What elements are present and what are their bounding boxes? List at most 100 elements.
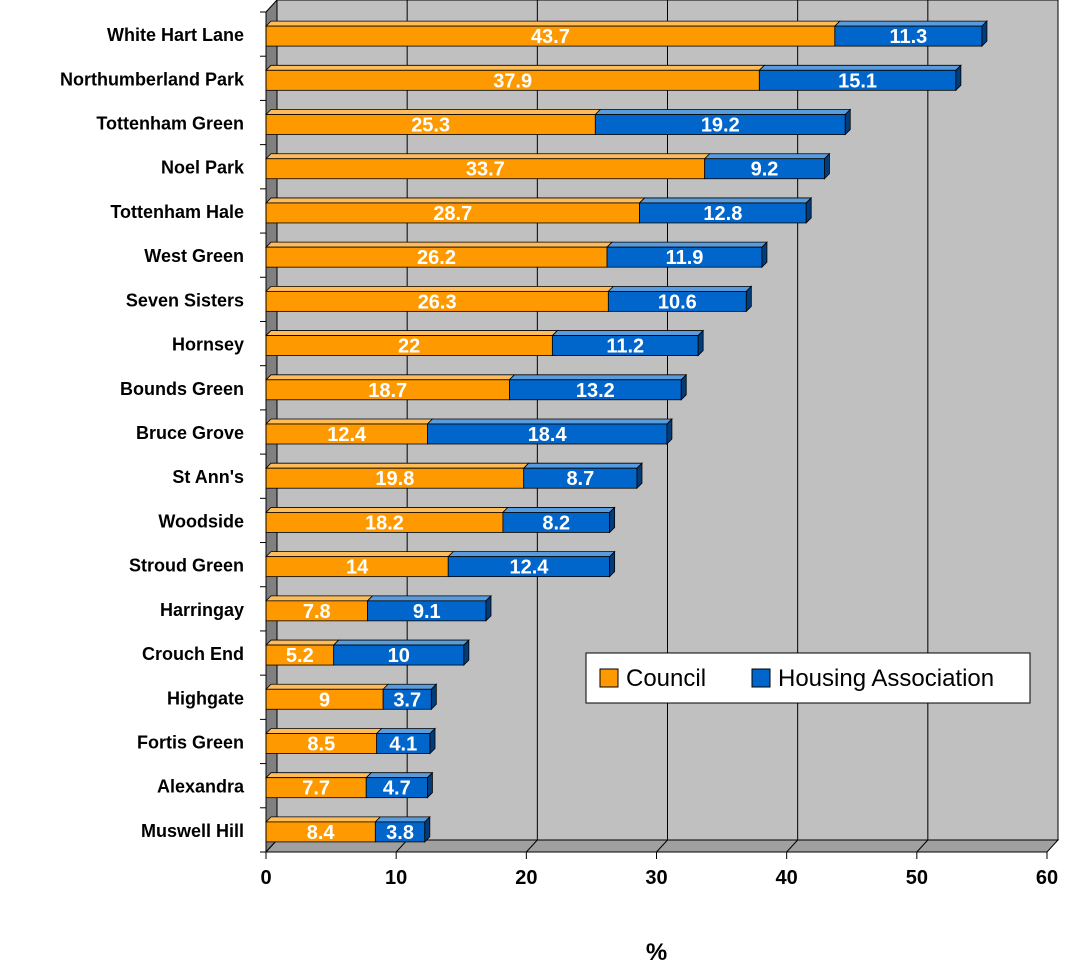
category-label: Bruce Grove xyxy=(136,423,244,443)
category-label: Highgate xyxy=(167,688,244,708)
data-label: 11.3 xyxy=(889,26,927,48)
x-tick-label: 20 xyxy=(515,867,537,889)
bar-segment-council xyxy=(265,197,646,224)
category-label: White Hart Lane xyxy=(107,25,244,45)
data-label: 15.1 xyxy=(838,70,877,92)
legend-label-housing-association: Housing Association xyxy=(778,665,994,692)
bar-segment-housing-association xyxy=(374,815,431,843)
floor-gridline xyxy=(525,839,538,853)
category-label: Stroud Green xyxy=(129,556,244,576)
data-label: 14 xyxy=(346,557,369,579)
bar-segment-housing-association xyxy=(382,683,438,711)
data-label: 3.7 xyxy=(393,689,421,711)
data-label: 9.1 xyxy=(413,601,441,623)
bar-side-face xyxy=(745,285,752,313)
data-label: 8.2 xyxy=(542,512,570,534)
data-label: 18.2 xyxy=(365,512,404,534)
x-tick-label: 30 xyxy=(645,867,667,889)
category-label: Seven Sisters xyxy=(126,290,244,310)
bar-side-face xyxy=(761,241,768,269)
bar-side-face xyxy=(955,64,962,92)
bar-segment-housing-association xyxy=(606,241,768,269)
data-label: 43.7 xyxy=(531,26,570,48)
category-label: West Green xyxy=(144,246,244,266)
bar-segment-housing-association xyxy=(638,196,813,224)
bar-segment-housing-association xyxy=(508,373,688,401)
data-label: 8.4 xyxy=(307,822,336,844)
category-label: Hornsey xyxy=(172,335,244,355)
data-label: 8.7 xyxy=(566,468,594,490)
data-label: 4.7 xyxy=(383,778,411,800)
x-tick-label: 50 xyxy=(906,867,928,889)
bar-side-face xyxy=(609,550,616,578)
data-label: 7.7 xyxy=(302,778,330,800)
legend: Council Housing Association xyxy=(585,652,1031,704)
data-label: 11.2 xyxy=(606,336,644,358)
data-label: 22 xyxy=(398,336,420,358)
data-label: 13.2 xyxy=(576,380,615,402)
bar-side-face xyxy=(844,108,851,136)
data-label: 10.6 xyxy=(658,291,697,313)
legend-label-council: Council xyxy=(626,665,706,692)
data-label: 28.7 xyxy=(433,203,472,225)
floor-gridline xyxy=(916,839,929,853)
bar-segment-housing-association xyxy=(551,329,705,357)
bar-side-face xyxy=(666,418,673,445)
bar-segment-housing-association xyxy=(607,285,753,313)
category-label: Woodside xyxy=(158,511,244,531)
bar-side-face xyxy=(463,639,470,667)
bar-segment-housing-association xyxy=(366,594,492,622)
bar-segment-housing-association xyxy=(447,550,616,578)
category-label: Fortis Green xyxy=(137,732,244,752)
category-label: Northumberland Park xyxy=(60,69,245,89)
legend-swatch-housing-association xyxy=(751,668,771,688)
data-label: 8.5 xyxy=(307,733,335,755)
legend-swatch-council xyxy=(599,668,619,688)
bar-segment-council xyxy=(265,639,340,666)
x-axis-title: % xyxy=(646,939,667,966)
category-labels: White Hart Lane Northumberland Park Totten… xyxy=(60,25,245,841)
data-label: 9 xyxy=(319,689,330,711)
bar-segment-housing-association xyxy=(426,418,673,445)
bar-side-face xyxy=(805,196,812,224)
category-label: Harringay xyxy=(160,600,244,620)
bar-segment-housing-association xyxy=(501,506,616,534)
category-label: Muswell Hill xyxy=(141,821,244,841)
x-axis-ticks: 0 10 20 30 40 50 60% xyxy=(260,11,1058,966)
data-label: 18.4 xyxy=(528,424,568,446)
x-tick-label: 10 xyxy=(385,867,407,889)
category-label: Bounds Green xyxy=(120,379,244,399)
data-label: 5.2 xyxy=(286,645,314,667)
bar-segment-housing-association xyxy=(833,20,988,48)
data-label: 19.8 xyxy=(375,468,414,490)
bar-segment-housing-association xyxy=(522,462,643,490)
bar-segment-council xyxy=(265,241,614,268)
category-label: St Ann's xyxy=(172,467,244,487)
legend-box xyxy=(585,652,1031,704)
data-label: 10 xyxy=(388,645,410,667)
bar-segment-housing-association xyxy=(594,108,852,136)
data-label: 25.3 xyxy=(411,115,450,137)
bar-side-face xyxy=(429,727,436,755)
data-label: 12.8 xyxy=(703,203,742,225)
bar-segment-council xyxy=(265,772,373,799)
bar-segment-council xyxy=(265,374,516,401)
data-label: 26.3 xyxy=(418,291,457,313)
bar-side-face xyxy=(427,771,433,799)
data-label: 9.2 xyxy=(751,159,779,181)
bar-segment-housing-association xyxy=(332,639,470,667)
x-tick-label: 60 xyxy=(1036,867,1058,889)
bar-segment-council xyxy=(265,153,711,180)
floor-gridline xyxy=(786,839,799,853)
data-labels: 43.7 11.3 37.9 15.1 25.3 19.2 33.7 9.2 28.7 12.8 2… xyxy=(286,26,927,844)
bar-segment-council xyxy=(265,418,434,445)
bar-side-face xyxy=(680,373,687,401)
bar-side-face xyxy=(636,462,643,490)
bar-side-face xyxy=(609,506,616,534)
bar-side-face xyxy=(981,20,988,48)
bar-segment-housing-association xyxy=(365,771,434,799)
category-label: Noel Park xyxy=(161,158,245,178)
x-tick-label: 0 xyxy=(260,867,271,889)
